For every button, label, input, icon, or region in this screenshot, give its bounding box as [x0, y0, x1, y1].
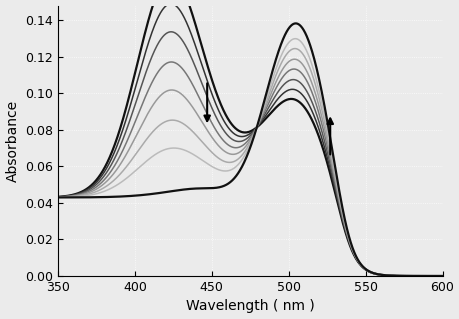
X-axis label: Wavelength ( nm ): Wavelength ( nm ): [185, 300, 314, 314]
Y-axis label: Absorbance: Absorbance: [6, 100, 20, 182]
